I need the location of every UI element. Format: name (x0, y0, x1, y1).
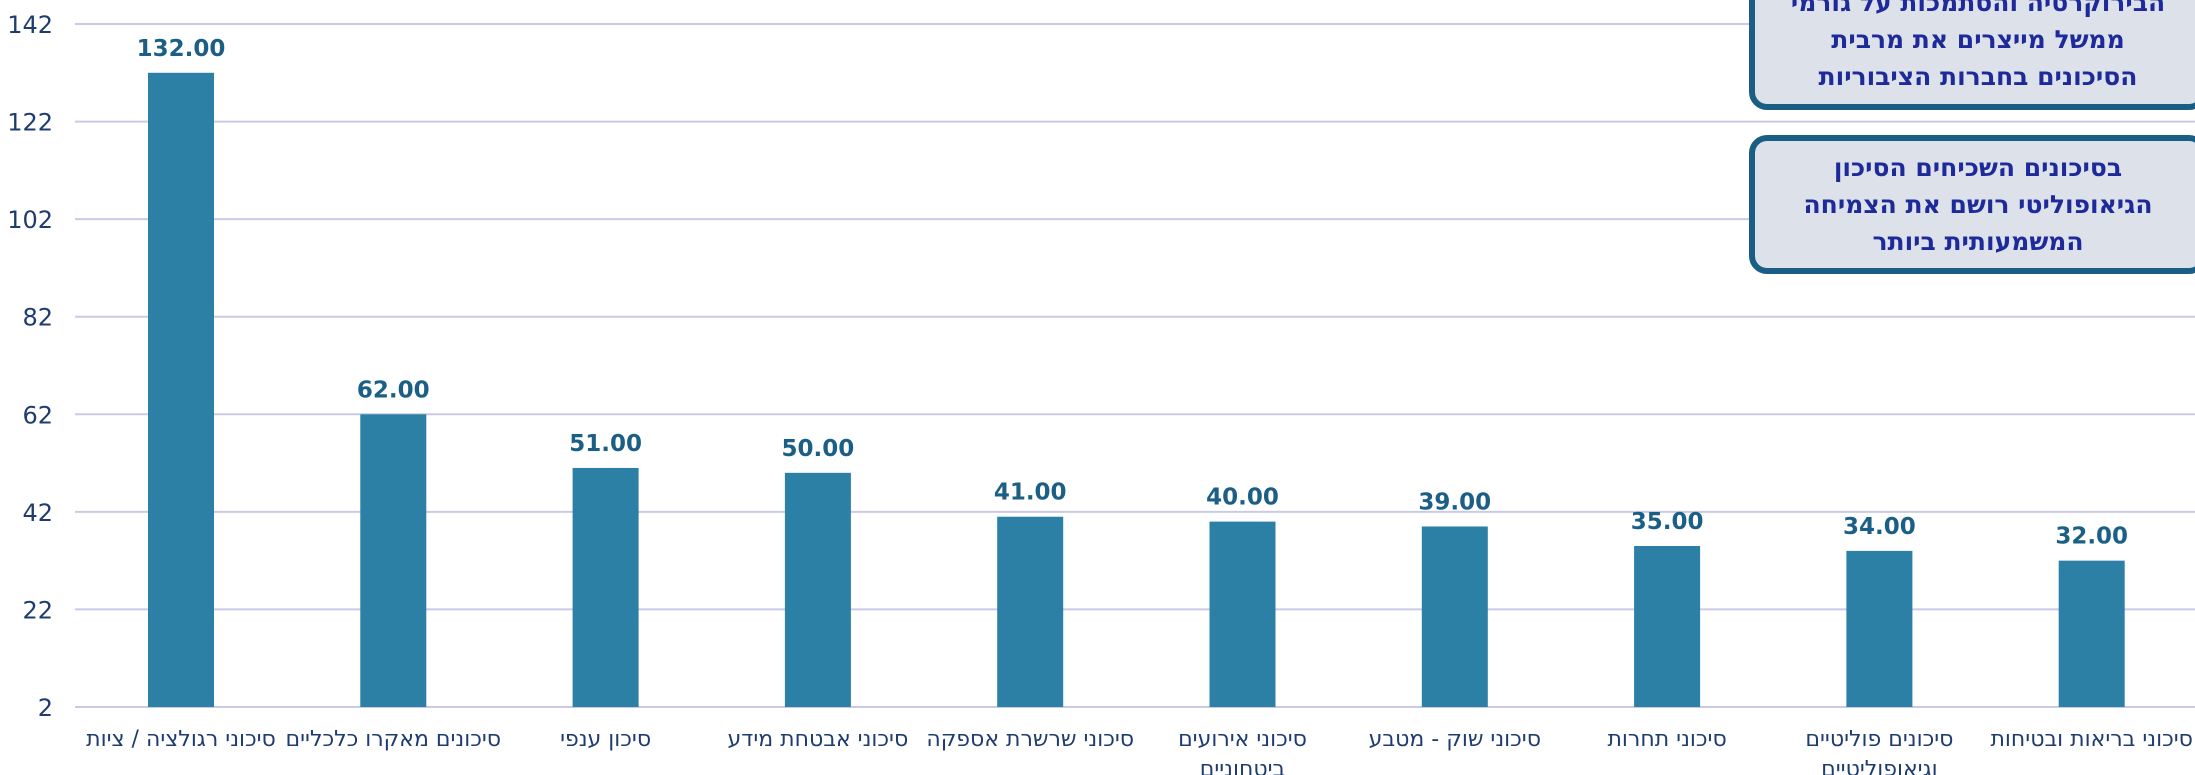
value-label: 35.00 (1631, 509, 1704, 535)
grid-lines (75, 23, 2195, 708)
category-label: סיכונים פוליטיים (1805, 727, 1953, 752)
bar (148, 72, 214, 708)
value-label: 39.00 (1418, 489, 1491, 515)
callout-geopolitical: בסיכונים השכיחים הסיכון הגיאופוליטי רושם… (1749, 135, 2195, 274)
y-tick-label: 2 (38, 694, 53, 722)
value-label: 32.00 (2055, 524, 2128, 550)
callout-line: הבירוקרטיה והסתמכות על גורמי (1790, 0, 2166, 17)
value-label: 51.00 (569, 431, 642, 457)
callout-bureaucracy: הבירוקרטיה והסתמכות על גורמי ממשל מייצרי… (1749, 0, 2195, 110)
category-label: סיכוני בריאות ובטיחות (1990, 727, 2192, 752)
bars (148, 72, 2125, 708)
value-label: 41.00 (994, 480, 1067, 506)
category-label: סיכוני שוק - מטבע (1369, 727, 1541, 752)
category-label: ביטחוניים (1200, 757, 1286, 775)
bar (997, 516, 1064, 707)
value-label: 34.00 (1843, 514, 1916, 540)
y-tick-label: 62 (22, 401, 53, 429)
category-label: סיכוני אירועים (1178, 727, 1307, 752)
category-label: סיכון ענפי (560, 727, 651, 752)
y-tick-label: 142 (7, 11, 53, 39)
bar (360, 414, 427, 707)
category-label: סיכוני רגולציה / ציות (86, 727, 276, 752)
value-label: 62.00 (357, 377, 430, 403)
callout-line: ממשל מייצרים את מרבית (1831, 24, 2125, 54)
value-label: 50.00 (782, 436, 855, 462)
bar (1634, 546, 1701, 707)
category-label: סיכונים מאקרו כלכליים (286, 727, 502, 752)
category-label: סיכוני אבטחת מידע (728, 727, 909, 752)
bar (572, 467, 639, 707)
bar (2058, 560, 2125, 707)
bar (1846, 550, 1913, 707)
category-labels: סיכוני רגולציה / ציות סיכונים מאקרו כלכלי… (86, 727, 2193, 775)
y-tick-label: 42 (22, 499, 53, 527)
y-tick-label: 82 (22, 304, 53, 332)
callout-line: הסיכונים בחברות הציבוריות (1818, 61, 2138, 91)
bar (1209, 521, 1276, 707)
category-label: סיכוני שרשרת אספקה (926, 727, 1134, 752)
bar (1421, 526, 1488, 707)
value-label: 132.00 (137, 36, 226, 62)
value-label: 40.00 (1206, 485, 1279, 511)
y-tick-label: 102 (7, 206, 53, 234)
y-tick-label: 22 (22, 596, 53, 624)
callout-line: המשמעותית ביותר (1872, 227, 2084, 256)
y-tick-label: 122 (7, 109, 53, 137)
callout-line: הגיאופוליטי רושם את הצמיחה (1803, 190, 2153, 219)
value-labels: 132.00 62.00 51.00 50.00 41.00 40.00 39.00 35.0… (137, 36, 2128, 550)
category-label: וגיאופוליטיים (1821, 757, 1938, 775)
category-label: סיכוני תחרות (1607, 727, 1726, 752)
bar (784, 472, 851, 707)
callout-line: בסיכונים השכיחים הסיכון (1833, 153, 2123, 182)
